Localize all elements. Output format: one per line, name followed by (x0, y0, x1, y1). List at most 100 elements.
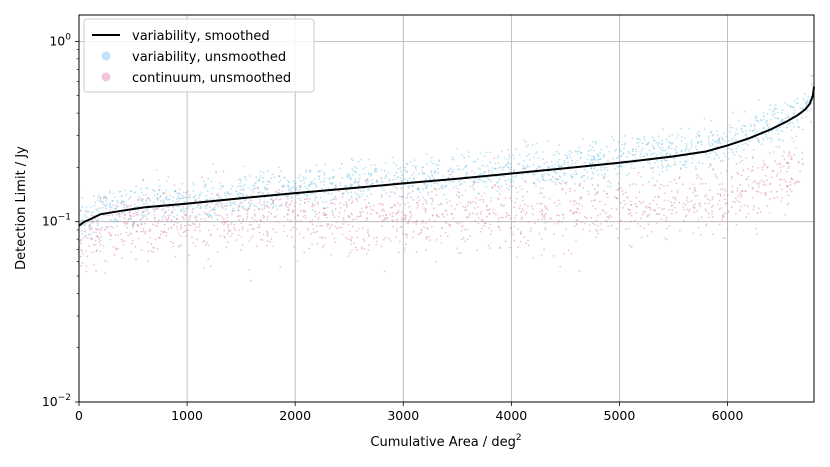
scatter-point (735, 150, 738, 153)
scatter-point (735, 139, 737, 142)
scatter-point (176, 222, 179, 225)
scatter-point (737, 195, 740, 197)
scatter-point (96, 222, 99, 225)
scatter-point (87, 233, 90, 236)
scatter-point (277, 191, 280, 194)
scatter-point (468, 151, 470, 153)
scatter-point (302, 176, 305, 179)
scatter-point (208, 214, 211, 216)
scatter-point (162, 191, 165, 194)
scatter-point (277, 175, 280, 177)
scatter-point (587, 190, 590, 193)
scatter-point (351, 159, 354, 162)
scatter-point (630, 246, 633, 249)
scatter-point (180, 227, 183, 230)
scatter-point (464, 166, 466, 169)
scatter-point (194, 245, 197, 248)
scatter-point (261, 239, 264, 241)
scatter-point (650, 230, 653, 233)
scatter-point (367, 248, 370, 251)
scatter-point (471, 186, 474, 189)
scatter-point (709, 152, 712, 155)
scatter-point (291, 210, 294, 212)
scatter-point (679, 160, 682, 163)
scatter-point (522, 139, 525, 142)
scatter-point (333, 216, 336, 219)
scatter-point (305, 169, 308, 171)
scatter-point (237, 185, 239, 188)
scatter-point (205, 243, 207, 246)
scatter-point (299, 173, 302, 176)
scatter-point (656, 180, 658, 183)
scatter-point (436, 239, 438, 241)
scatter-point (304, 217, 307, 219)
scatter-point (361, 210, 364, 213)
scatter-point (762, 139, 765, 142)
scatter-point (115, 214, 118, 216)
scatter-point (354, 218, 357, 221)
scatter-point (410, 211, 412, 214)
scatter-point (224, 208, 227, 211)
scatter-point (801, 151, 804, 154)
scatter-point (648, 141, 650, 144)
scatter-point (88, 245, 91, 248)
scatter-point (739, 209, 741, 211)
scatter-point (787, 167, 790, 170)
scatter-point (471, 170, 473, 173)
scatter-point (422, 166, 424, 169)
scatter-point (563, 161, 566, 164)
scatter-point (179, 210, 182, 213)
scatter-point (490, 180, 493, 183)
scatter-point (286, 213, 289, 216)
scatter-point (544, 216, 547, 218)
scatter-point (697, 175, 700, 177)
scatter-point (777, 111, 779, 114)
scatter-point (711, 213, 714, 215)
scatter-point (589, 159, 592, 161)
scatter-point (139, 219, 142, 221)
scatter-point (162, 199, 165, 202)
scatter-point (622, 193, 625, 196)
scatter-point (204, 184, 207, 186)
scatter-point (718, 208, 721, 210)
scatter-point (744, 125, 746, 127)
scatter-point (503, 166, 506, 169)
scatter-point (246, 213, 249, 216)
scatter-point (625, 174, 628, 177)
scatter-point (238, 178, 240, 181)
scatter-point (528, 165, 531, 168)
x-tick-label: 4000 (495, 408, 527, 423)
scatter-point (674, 198, 677, 201)
scatter-point (639, 225, 642, 228)
scatter-point (801, 117, 803, 119)
scatter-point (210, 180, 213, 183)
scatter-point (524, 203, 526, 206)
scatter-point (691, 144, 693, 147)
scatter-point (261, 208, 263, 211)
scatter-point (722, 237, 724, 239)
scatter-point (197, 204, 200, 206)
scatter-point (440, 235, 442, 237)
scatter-point (250, 237, 253, 240)
scatter-point (780, 200, 783, 203)
scatter-point (754, 132, 756, 135)
scatter-point (176, 228, 179, 231)
scatter-point (124, 189, 127, 192)
scatter-point (481, 164, 483, 167)
scatter-point (437, 164, 440, 167)
scatter-point (660, 163, 663, 166)
scatter-point (186, 190, 189, 193)
scatter-point (527, 205, 529, 208)
scatter-point (403, 247, 406, 249)
scatter-point (756, 116, 758, 119)
scatter-point (752, 208, 755, 211)
scatter-point (152, 251, 155, 253)
scatter-point (551, 180, 553, 183)
scatter-point (756, 182, 758, 185)
scatter-point (108, 209, 111, 211)
scatter-point (126, 221, 129, 224)
scatter-point (262, 214, 265, 217)
scatter-point (267, 180, 270, 183)
scatter-point (508, 168, 511, 171)
line-layer (78, 86, 815, 227)
